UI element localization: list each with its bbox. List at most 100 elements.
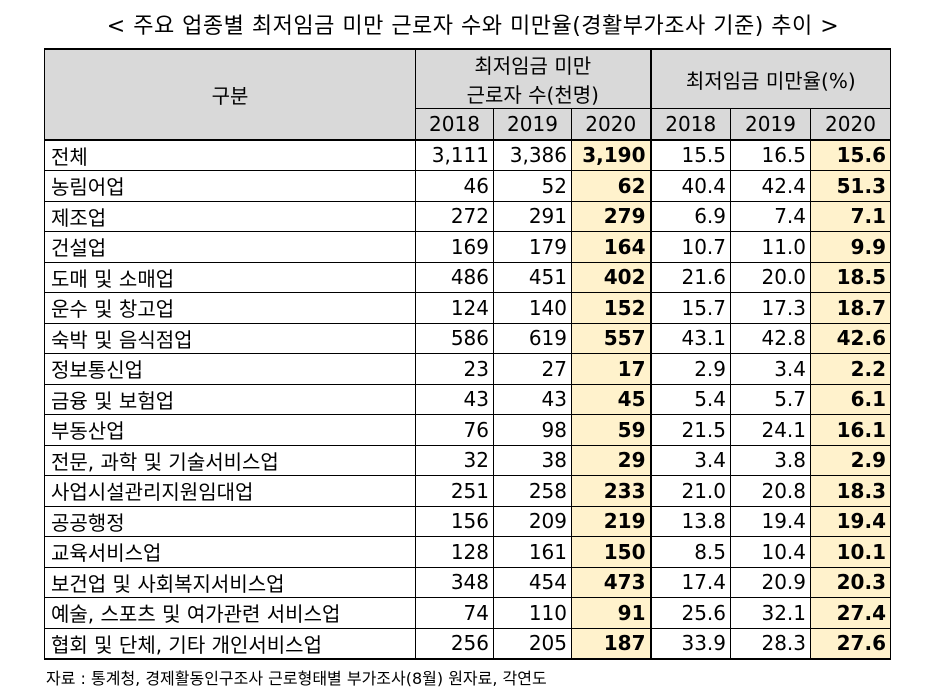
row-value: 27 <box>493 353 572 385</box>
row-value: 164 <box>571 231 651 263</box>
row-value: 169 <box>415 231 494 263</box>
row-label: 금융 및 보험업 <box>44 383 416 415</box>
row-value: 17.3 <box>730 292 811 324</box>
header-year: 2019 <box>730 108 811 140</box>
row-value: 15.6 <box>810 138 891 171</box>
row-value: 291 <box>493 200 572 232</box>
table-row: 도매 및 소매업 486 451 402 21.6 20.0 18.5 <box>44 261 891 293</box>
row-value: 258 <box>493 475 572 507</box>
table-row: 공공행정 156 209 219 13.8 19.4 19.4 <box>44 505 891 537</box>
row-value: 20.8 <box>730 475 811 507</box>
row-value: 62 <box>571 170 651 202</box>
row-value: 18.7 <box>810 292 891 324</box>
header-year: 2018 <box>649 108 731 140</box>
header-workers-line1: 최저임금 미만 <box>474 54 592 78</box>
row-value: 179 <box>493 231 572 263</box>
row-value: 13.8 <box>649 505 731 537</box>
row-value: 124 <box>415 292 494 324</box>
row-value: 21.5 <box>649 414 731 446</box>
row-value: 187 <box>571 627 651 660</box>
row-label: 협회 및 단체, 기타 개인서비스업 <box>44 627 416 660</box>
source-note: 자료 : 통계청, 경제활동인구조사 근로형태별 부가조사(8월) 원자료, 각… <box>46 669 547 688</box>
row-value: 140 <box>493 292 572 324</box>
row-label: 사업시설관리지원임대업 <box>44 475 416 507</box>
table-row: 사업시설관리지원임대업 251 258 233 21.0 20.8 18.3 <box>44 475 891 507</box>
row-value: 15.5 <box>649 138 731 171</box>
header-category: 구분 <box>44 48 416 140</box>
row-value: 28.3 <box>730 627 811 660</box>
row-value: 21.0 <box>649 475 731 507</box>
row-value: 43 <box>493 383 572 415</box>
table-row: 건설업 169 179 164 10.7 11.0 9.9 <box>44 231 891 263</box>
table-title: < 주요 업종별 최저임금 미만 근로자 수와 미만율(경활부가조사 기준) 추… <box>106 14 840 39</box>
header-rate-group: 최저임금 미만율(%) <box>649 48 891 109</box>
row-label: 부동산업 <box>44 414 416 446</box>
row-label: 제조업 <box>44 200 416 232</box>
row-value: 451 <box>493 261 572 293</box>
table-row: 농림어업 46 52 62 40.4 42.4 51.3 <box>44 170 891 202</box>
table-row: 교육서비스업 128 161 150 8.5 10.4 10.1 <box>44 536 891 568</box>
row-value: 76 <box>415 414 494 446</box>
row-value: 209 <box>493 505 572 537</box>
row-value: 2.9 <box>649 353 731 385</box>
row-value: 3,386 <box>493 138 572 171</box>
row-value: 11.0 <box>730 231 811 263</box>
row-value: 43.1 <box>649 322 731 354</box>
row-value: 251 <box>415 475 494 507</box>
row-value: 45 <box>571 383 651 415</box>
row-value: 156 <box>415 505 494 537</box>
row-value: 6.1 <box>810 383 891 415</box>
row-value: 74 <box>415 597 494 629</box>
table-row: 정보통신업 23 27 17 2.9 3.4 2.2 <box>44 353 891 385</box>
row-value: 3.4 <box>730 353 811 385</box>
row-value: 9.9 <box>810 231 891 263</box>
row-label: 운수 및 창고업 <box>44 292 416 324</box>
row-value: 6.9 <box>649 200 731 232</box>
row-value: 17.4 <box>649 566 731 598</box>
row-value: 10.7 <box>649 231 731 263</box>
row-value: 2.9 <box>810 444 891 476</box>
row-value: 51.3 <box>810 170 891 202</box>
row-value: 27.4 <box>810 597 891 629</box>
table-row: 전체 3,111 3,386 3,190 15.5 16.5 15.6 <box>44 138 891 171</box>
row-value: 586 <box>415 322 494 354</box>
row-value: 29 <box>571 444 651 476</box>
row-value: 3,111 <box>415 138 494 171</box>
row-value: 25.6 <box>649 597 731 629</box>
row-value: 205 <box>493 627 572 660</box>
row-value: 8.5 <box>649 536 731 568</box>
table-row: 예술, 스포츠 및 여가관련 서비스업 74 110 91 25.6 32.1 27.4 <box>44 597 891 629</box>
row-value: 42.4 <box>730 170 811 202</box>
row-value: 21.6 <box>649 261 731 293</box>
wage-table: 구분 최저임금 미만 근로자 수(천명) 최저임금 미만율(%) 2018 20… <box>44 48 891 660</box>
row-value: 152 <box>571 292 651 324</box>
row-value: 42.8 <box>730 322 811 354</box>
row-value: 557 <box>571 322 651 354</box>
row-value: 110 <box>493 597 572 629</box>
row-value: 20.3 <box>810 566 891 598</box>
row-label: 정보통신업 <box>44 353 416 385</box>
row-value: 3.4 <box>649 444 731 476</box>
row-label: 도매 및 소매업 <box>44 261 416 293</box>
row-value: 219 <box>571 505 651 537</box>
row-value: 10.4 <box>730 536 811 568</box>
row-label: 공공행정 <box>44 505 416 537</box>
row-value: 43 <box>415 383 494 415</box>
row-value: 24.1 <box>730 414 811 446</box>
table-row: 보건업 및 사회복지서비스업 348 454 473 17.4 20.9 20.3 <box>44 566 891 598</box>
header-year: 2020 <box>571 108 651 140</box>
row-value: 256 <box>415 627 494 660</box>
row-value: 7.4 <box>730 200 811 232</box>
row-value: 7.1 <box>810 200 891 232</box>
row-value: 128 <box>415 536 494 568</box>
row-value: 473 <box>571 566 651 598</box>
row-value: 16.5 <box>730 138 811 171</box>
row-value: 42.6 <box>810 322 891 354</box>
row-label: 농림어업 <box>44 170 416 202</box>
row-value: 38 <box>493 444 572 476</box>
table-row: 숙박 및 음식점업 586 619 557 43.1 42.8 42.6 <box>44 322 891 354</box>
row-label: 예술, 스포츠 및 여가관련 서비스업 <box>44 597 416 629</box>
row-value: 33.9 <box>649 627 731 660</box>
table-row: 금융 및 보험업 43 43 45 5.4 5.7 6.1 <box>44 383 891 415</box>
row-value: 20.0 <box>730 261 811 293</box>
